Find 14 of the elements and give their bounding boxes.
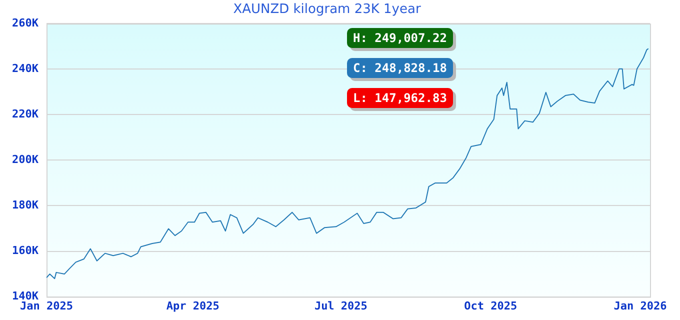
y-tick-label: 240K [12, 62, 39, 75]
y-tick-label: 260K [12, 16, 39, 30]
y-tick-label: 180K [12, 198, 39, 212]
x-tick-label: Jan 2026 [614, 299, 668, 312]
y-tick-label: 220K [12, 108, 39, 121]
x-tick-label: Apr 2025 [166, 299, 220, 312]
x-tick-label: Jul 2025 [314, 299, 368, 312]
x-tick-label: Oct 2025 [464, 299, 518, 312]
y-tick-label: 200K [12, 153, 39, 166]
annotation: H: 249,007.22 [347, 28, 453, 48]
chart-title: XAUNZD kilogram 23K 1year [233, 2, 422, 18]
annotation: C: 248,828.18 [347, 58, 453, 78]
annotation: L: 147,962.83 [347, 88, 453, 108]
y-tick-label: 160K [12, 244, 39, 258]
